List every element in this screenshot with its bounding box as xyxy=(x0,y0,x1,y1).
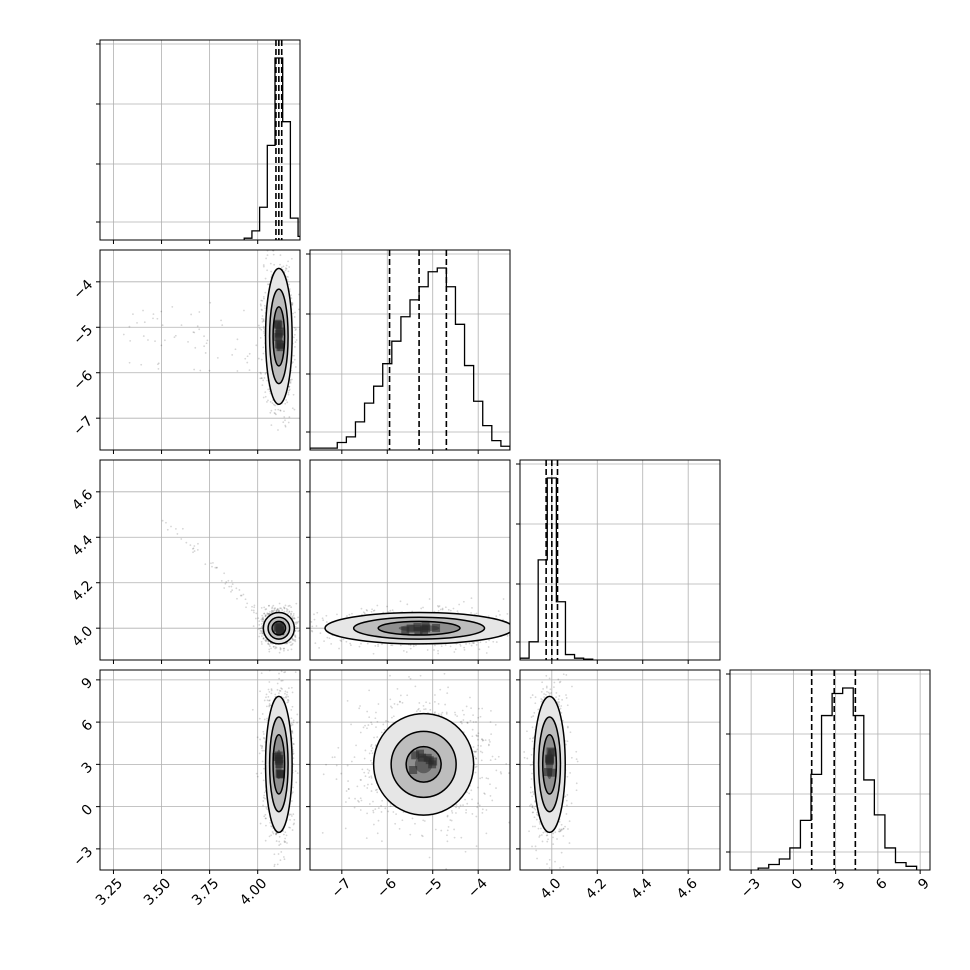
contour-line xyxy=(268,716,289,813)
histogram-step xyxy=(757,687,918,870)
density-cell xyxy=(274,320,283,329)
x-tick-label: −6 xyxy=(374,875,400,901)
contour-line xyxy=(324,611,510,645)
x-tick-label: 0 xyxy=(788,875,806,893)
panel-frame xyxy=(309,459,511,661)
contour-line xyxy=(268,288,289,385)
density-cell xyxy=(276,340,285,349)
panel-frame xyxy=(309,249,511,451)
panel-frame xyxy=(729,669,931,871)
density-cell xyxy=(420,626,429,635)
density-cell xyxy=(409,766,418,775)
y-tick-label: −5 xyxy=(70,322,96,348)
contour-line xyxy=(267,616,291,640)
panel-frame xyxy=(99,249,301,451)
x-tick-label: −3 xyxy=(738,875,764,901)
contour-line xyxy=(272,306,286,367)
contour-line xyxy=(272,734,286,795)
contour-line xyxy=(262,611,296,645)
contour-line xyxy=(541,734,558,795)
x-tick-label: −5 xyxy=(420,875,446,901)
x-tick-label: 3.50 xyxy=(141,875,174,908)
density-cell xyxy=(274,333,283,342)
density-cell xyxy=(418,753,427,762)
contour-line xyxy=(271,620,287,636)
y-tick-label: 9 xyxy=(79,675,97,693)
contour-line xyxy=(405,745,442,783)
density-cell xyxy=(423,753,432,762)
density-cell xyxy=(432,623,441,632)
x-tick-label: 9 xyxy=(915,875,933,893)
density-cell xyxy=(275,327,284,336)
density-cell xyxy=(413,622,422,631)
y-tick-label: 4.2 xyxy=(69,578,96,605)
density-panel-3-4 xyxy=(516,669,721,874)
density-panel-2-3 xyxy=(306,459,511,664)
density-panel-1-3 xyxy=(96,459,301,664)
density-cell xyxy=(548,748,557,757)
panel-frame xyxy=(99,669,301,871)
density-cell xyxy=(275,621,284,630)
contour-line xyxy=(377,620,461,636)
density-cell xyxy=(414,627,423,636)
density-cell xyxy=(401,626,410,635)
density-panel-2-4 xyxy=(306,669,511,874)
x-tick-label: 3 xyxy=(831,875,849,893)
contour-line xyxy=(533,695,566,834)
x-tick-label: 4.0 xyxy=(537,875,564,902)
hist-panel-4 xyxy=(726,669,931,874)
density-cell xyxy=(429,757,438,766)
density-cell xyxy=(411,751,420,760)
x-tick-label: 4.6 xyxy=(674,875,701,902)
y-tick-label: 0 xyxy=(79,802,97,820)
panel-frame xyxy=(309,669,511,871)
panel-frame xyxy=(519,459,721,661)
density-panel-1-4 xyxy=(96,669,301,874)
density-cell xyxy=(543,768,552,777)
density-cell xyxy=(276,770,285,779)
hist-panel-2 xyxy=(306,249,511,454)
x-tick-label: 4.2 xyxy=(583,875,610,902)
hist-panel-3 xyxy=(516,459,721,664)
contour-line xyxy=(372,712,475,816)
histogram-step xyxy=(520,477,594,660)
histogram-step xyxy=(243,57,300,240)
density-panel-1-2 xyxy=(96,249,301,454)
panel-frame xyxy=(99,39,301,241)
density-cell xyxy=(272,752,281,761)
contour-line xyxy=(264,267,293,406)
contour-line xyxy=(264,695,293,834)
y-tick-label: 3 xyxy=(79,759,97,777)
x-tick-label: 6 xyxy=(873,875,891,893)
y-tick-label: 4.4 xyxy=(69,532,96,559)
x-tick-label: −4 xyxy=(465,875,491,901)
contour-line xyxy=(537,716,562,813)
x-tick-label: 3.75 xyxy=(189,875,222,908)
y-tick-label: −3 xyxy=(70,844,96,870)
tick-labels: 3.25 3.50 3.75 4.00 −7 −6 −5 −4 4.0 4.2 4.4 4.6 −3 0 3… xyxy=(69,277,933,909)
x-tick-label: −7 xyxy=(329,875,355,901)
panel-frame xyxy=(519,669,721,871)
y-tick-label: −6 xyxy=(70,368,96,394)
contour-line xyxy=(390,730,457,799)
hist-panel-1 xyxy=(96,39,301,244)
density-cell xyxy=(546,754,555,763)
contour-line xyxy=(352,616,486,640)
panel-frame xyxy=(99,459,301,661)
y-tick-label: 4.6 xyxy=(69,487,96,514)
x-tick-label: 4.00 xyxy=(237,875,270,908)
y-tick-label: 6 xyxy=(79,717,97,735)
density-cell xyxy=(276,627,285,636)
x-tick-label: 4.4 xyxy=(628,875,655,902)
density-cell xyxy=(406,624,415,633)
y-tick-label: −4 xyxy=(70,277,96,303)
y-tick-label: 4.0 xyxy=(69,623,96,650)
y-tick-label: −7 xyxy=(70,413,96,439)
x-tick-label: 3.25 xyxy=(93,875,126,908)
histogram-step xyxy=(310,267,510,450)
